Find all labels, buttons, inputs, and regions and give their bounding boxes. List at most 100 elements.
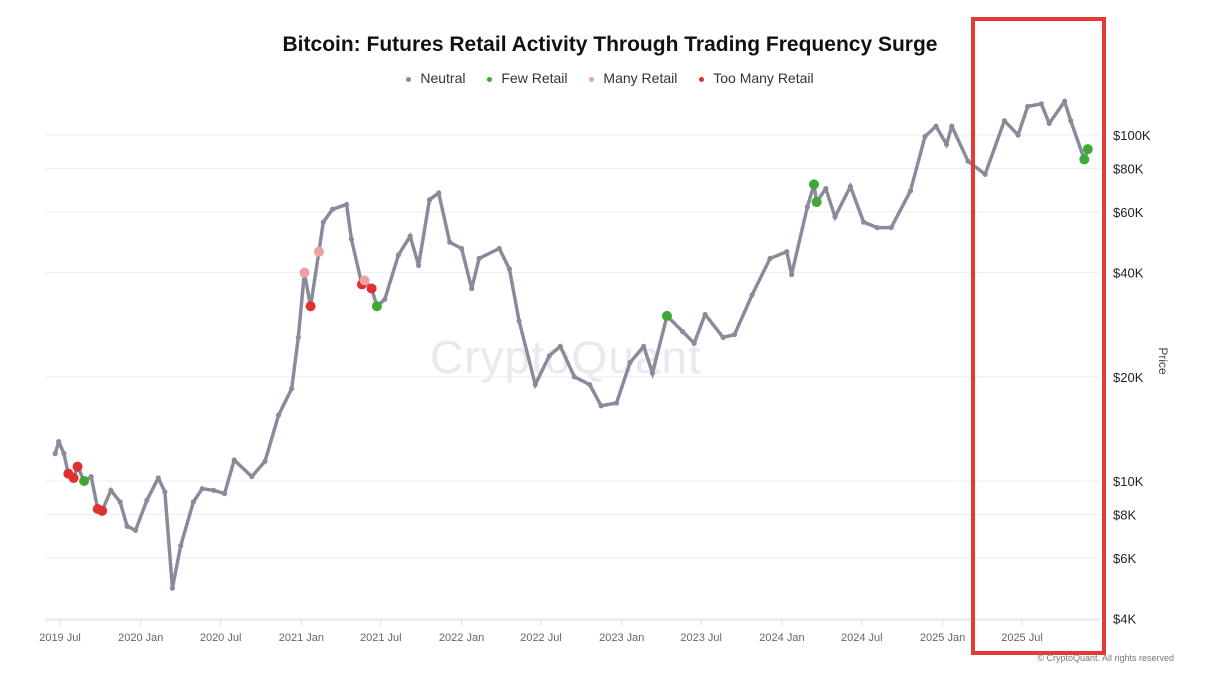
- data-point-neutral: [415, 262, 422, 268]
- y-tick-label: $60K: [1113, 205, 1144, 220]
- data-point-neutral: [874, 224, 880, 231]
- data-point-too-many-retail: [72, 461, 83, 472]
- data-point-few-retail: [79, 476, 90, 486]
- data-point-neutral: [231, 457, 237, 463]
- data-point-neutral: [720, 334, 726, 341]
- legend-item-few-retail[interactable]: Few Retail: [487, 70, 568, 86]
- data-point-many-retail: [359, 275, 370, 286]
- data-point-neutral: [199, 486, 205, 492]
- y-tick-label: $100K: [1113, 128, 1151, 143]
- x-tick-label: 2021 Jul: [360, 632, 402, 644]
- y-tick-label: $40K: [1113, 266, 1144, 281]
- data-point-neutral: [436, 190, 442, 196]
- data-point-neutral: [627, 359, 633, 366]
- data-point-neutral: [571, 374, 577, 380]
- data-point-neutral: [788, 271, 795, 278]
- x-tick-label: 2022 Jan: [439, 632, 484, 644]
- data-point-neutral: [767, 255, 773, 261]
- chart-title: Bitcoin: Futures Retail Activity Through…: [282, 33, 938, 56]
- data-point-neutral: [52, 451, 58, 457]
- data-point-neutral: [496, 245, 502, 252]
- x-tick-label: 2024 Jan: [759, 632, 804, 644]
- legend-marker: [487, 76, 493, 82]
- legend-label: Neutral: [420, 70, 466, 86]
- data-point-neutral: [1061, 98, 1068, 105]
- data-point-few-retail: [1079, 154, 1090, 165]
- x-tick-label: 2024 Jul: [841, 632, 883, 644]
- data-point-neutral: [124, 523, 130, 529]
- data-point-neutral: [749, 292, 755, 298]
- data-point-neutral: [691, 340, 697, 346]
- data-point-neutral: [348, 236, 355, 242]
- data-point-neutral: [88, 473, 94, 480]
- data-point-neutral: [860, 219, 867, 225]
- data-point-neutral: [61, 451, 67, 457]
- data-point-neutral: [262, 458, 268, 464]
- data-point-many-retail: [299, 267, 310, 278]
- data-point-neutral: [162, 489, 168, 495]
- data-point-neutral: [447, 239, 453, 245]
- x-tick-label: 2023 Jan: [599, 632, 644, 644]
- data-point-neutral: [965, 158, 971, 164]
- data-point-neutral: [1001, 118, 1008, 124]
- legend-item-too-many-retail[interactable]: Too Many Retail: [699, 70, 814, 86]
- data-point-neutral: [178, 543, 184, 549]
- data-point-neutral: [680, 329, 686, 335]
- data-point-neutral: [982, 171, 988, 177]
- x-tick-label: 2023 Jul: [680, 632, 722, 644]
- data-point-neutral: [702, 311, 708, 318]
- data-point-neutral: [907, 188, 914, 194]
- x-tick-label: 2025 Jul: [1001, 632, 1043, 644]
- data-point-neutral: [320, 219, 326, 225]
- x-tick-label: 2020 Jul: [200, 632, 242, 644]
- legend-item-neutral[interactable]: Neutral: [406, 70, 466, 86]
- data-point-neutral: [249, 473, 255, 480]
- x-tick-label: 2019 Jul: [39, 632, 81, 644]
- data-point-neutral: [426, 197, 433, 203]
- data-point-neutral: [641, 343, 647, 349]
- data-point-neutral: [1015, 132, 1021, 138]
- data-point-neutral: [516, 318, 522, 324]
- highlight-box: [971, 17, 1106, 655]
- data-point-neutral: [613, 400, 620, 406]
- data-point-neutral: [382, 296, 388, 302]
- data-point-neutral: [532, 381, 538, 388]
- x-tick-label: 2025 Jan: [920, 632, 965, 644]
- x-tick-label: 2020 Jan: [118, 632, 163, 644]
- data-point-neutral: [943, 141, 950, 147]
- data-point-few-retail: [811, 197, 822, 208]
- data-point-neutral: [155, 475, 161, 481]
- legend-item-many-retail[interactable]: Many Retail: [589, 70, 677, 86]
- data-point-neutral: [395, 252, 401, 258]
- data-point-neutral: [922, 133, 928, 140]
- data-point-neutral: [117, 499, 123, 505]
- y-tick-label: $10K: [1113, 474, 1144, 489]
- data-point-neutral: [1046, 120, 1052, 127]
- data-point-neutral: [289, 385, 295, 392]
- data-point-few-retail: [808, 179, 819, 190]
- data-point-neutral: [469, 285, 475, 292]
- legend-label: Few Retail: [501, 70, 568, 86]
- data-point-neutral: [329, 206, 336, 212]
- copyright: © CryptoQuant. All rights reserved: [1037, 653, 1174, 663]
- data-point-few-retail: [1082, 144, 1093, 155]
- data-point-neutral: [211, 487, 217, 493]
- y-tick-label: $8K: [1113, 508, 1136, 523]
- data-point-neutral: [275, 412, 282, 418]
- data-point-neutral: [847, 183, 854, 190]
- data-point-neutral: [295, 334, 301, 341]
- data-point-neutral: [407, 233, 413, 239]
- data-point-too-many-retail: [68, 473, 79, 484]
- data-point-neutral: [458, 245, 465, 252]
- y-tick-label: $80K: [1113, 162, 1144, 177]
- data-point-neutral: [784, 249, 790, 255]
- data-point-too-many-retail: [366, 283, 377, 294]
- legend-label: Too Many Retail: [713, 70, 814, 86]
- data-point-neutral: [949, 123, 955, 129]
- data-point-neutral: [649, 370, 656, 376]
- legend-label: Many Retail: [603, 70, 678, 86]
- y-tick-label: $4K: [1113, 612, 1136, 627]
- price-trace: [53, 97, 1090, 589]
- data-point-neutral: [144, 497, 150, 503]
